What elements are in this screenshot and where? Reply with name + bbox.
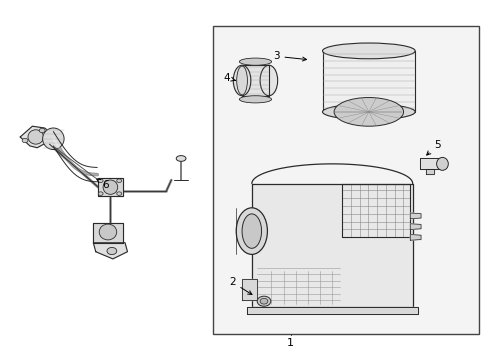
Polygon shape xyxy=(98,178,122,196)
Polygon shape xyxy=(242,65,268,96)
Ellipse shape xyxy=(260,65,277,96)
Ellipse shape xyxy=(98,192,103,195)
Polygon shape xyxy=(246,307,417,314)
Ellipse shape xyxy=(28,130,43,144)
Ellipse shape xyxy=(103,180,118,194)
Ellipse shape xyxy=(236,66,247,95)
Ellipse shape xyxy=(322,104,414,120)
Polygon shape xyxy=(93,223,122,243)
Ellipse shape xyxy=(260,298,267,304)
Polygon shape xyxy=(409,224,420,229)
Bar xyxy=(212,26,478,334)
Polygon shape xyxy=(426,169,433,174)
Ellipse shape xyxy=(239,96,271,103)
Polygon shape xyxy=(251,184,412,307)
Ellipse shape xyxy=(99,224,117,240)
Text: 5: 5 xyxy=(426,140,440,155)
Ellipse shape xyxy=(98,179,103,183)
Polygon shape xyxy=(322,51,414,112)
Ellipse shape xyxy=(117,192,122,195)
Ellipse shape xyxy=(39,129,45,133)
Ellipse shape xyxy=(333,98,403,126)
Ellipse shape xyxy=(107,247,117,255)
Polygon shape xyxy=(419,158,442,169)
Polygon shape xyxy=(93,243,127,259)
Ellipse shape xyxy=(22,138,28,143)
Polygon shape xyxy=(242,279,256,300)
Ellipse shape xyxy=(236,208,267,255)
Text: 6: 6 xyxy=(97,179,109,190)
Ellipse shape xyxy=(242,214,261,248)
Ellipse shape xyxy=(117,179,122,183)
Text: 3: 3 xyxy=(272,51,306,61)
Text: 2: 2 xyxy=(228,277,251,294)
Polygon shape xyxy=(409,213,420,219)
Ellipse shape xyxy=(436,157,447,170)
Text: 1: 1 xyxy=(287,338,294,348)
Ellipse shape xyxy=(42,128,64,149)
Polygon shape xyxy=(409,234,420,240)
Polygon shape xyxy=(20,126,52,148)
Ellipse shape xyxy=(322,43,414,59)
Ellipse shape xyxy=(257,296,270,306)
Ellipse shape xyxy=(239,58,271,65)
Ellipse shape xyxy=(233,65,250,96)
Text: 4: 4 xyxy=(223,73,235,83)
Ellipse shape xyxy=(176,156,185,161)
